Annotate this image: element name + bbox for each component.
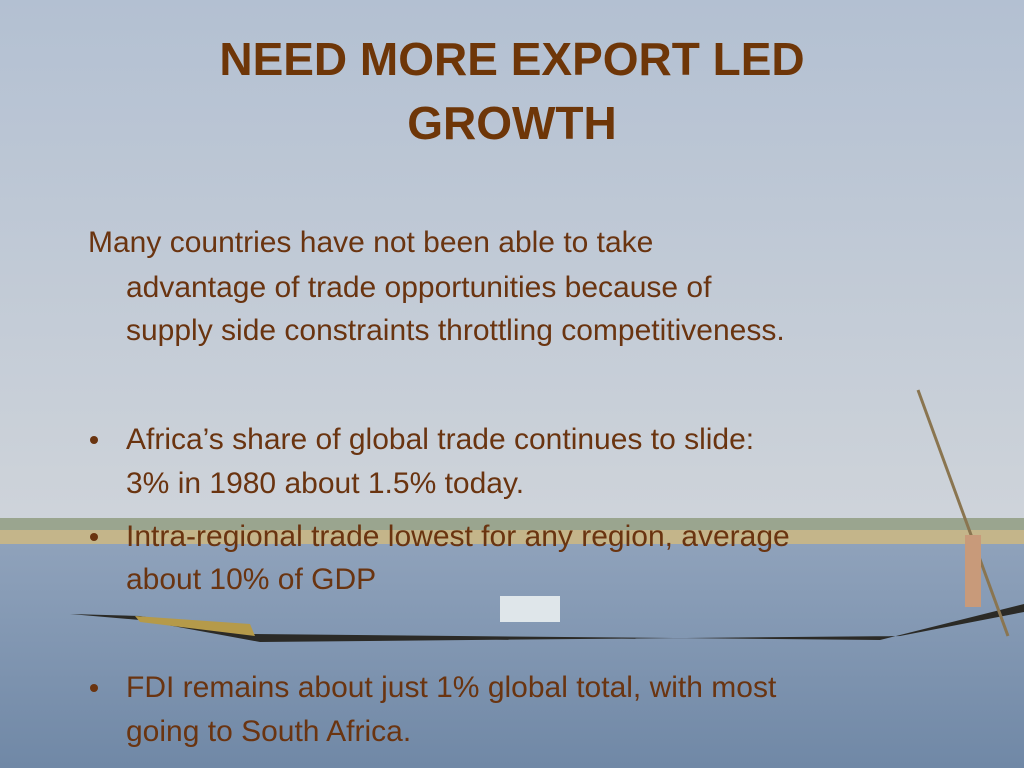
bullet-text: 3% in 1980 about 1.5% today.	[126, 467, 525, 500]
body-text: advantage of trade opportunities because…	[126, 271, 712, 304]
body-text: Many countries have not been able to tak…	[88, 226, 654, 259]
bullet-text: FDI remains about just 1% global total, …	[126, 671, 777, 704]
slide-title: GROWTH	[407, 97, 617, 149]
bullet-marker	[90, 533, 98, 541]
bullet-text: going to South Africa.	[126, 715, 412, 748]
bullet-marker	[90, 684, 98, 692]
body-text: supply side constraints throttling compe…	[126, 314, 785, 347]
bullet-text: Africa’s share of global trade continues…	[126, 423, 755, 456]
bullet-marker	[90, 436, 98, 444]
bullet-text: Intra-regional trade lowest for any regi…	[126, 520, 790, 553]
slide-title: NEED MORE EXPORT LED	[219, 33, 805, 85]
bullet-text: about 10% of GDP	[126, 563, 377, 596]
